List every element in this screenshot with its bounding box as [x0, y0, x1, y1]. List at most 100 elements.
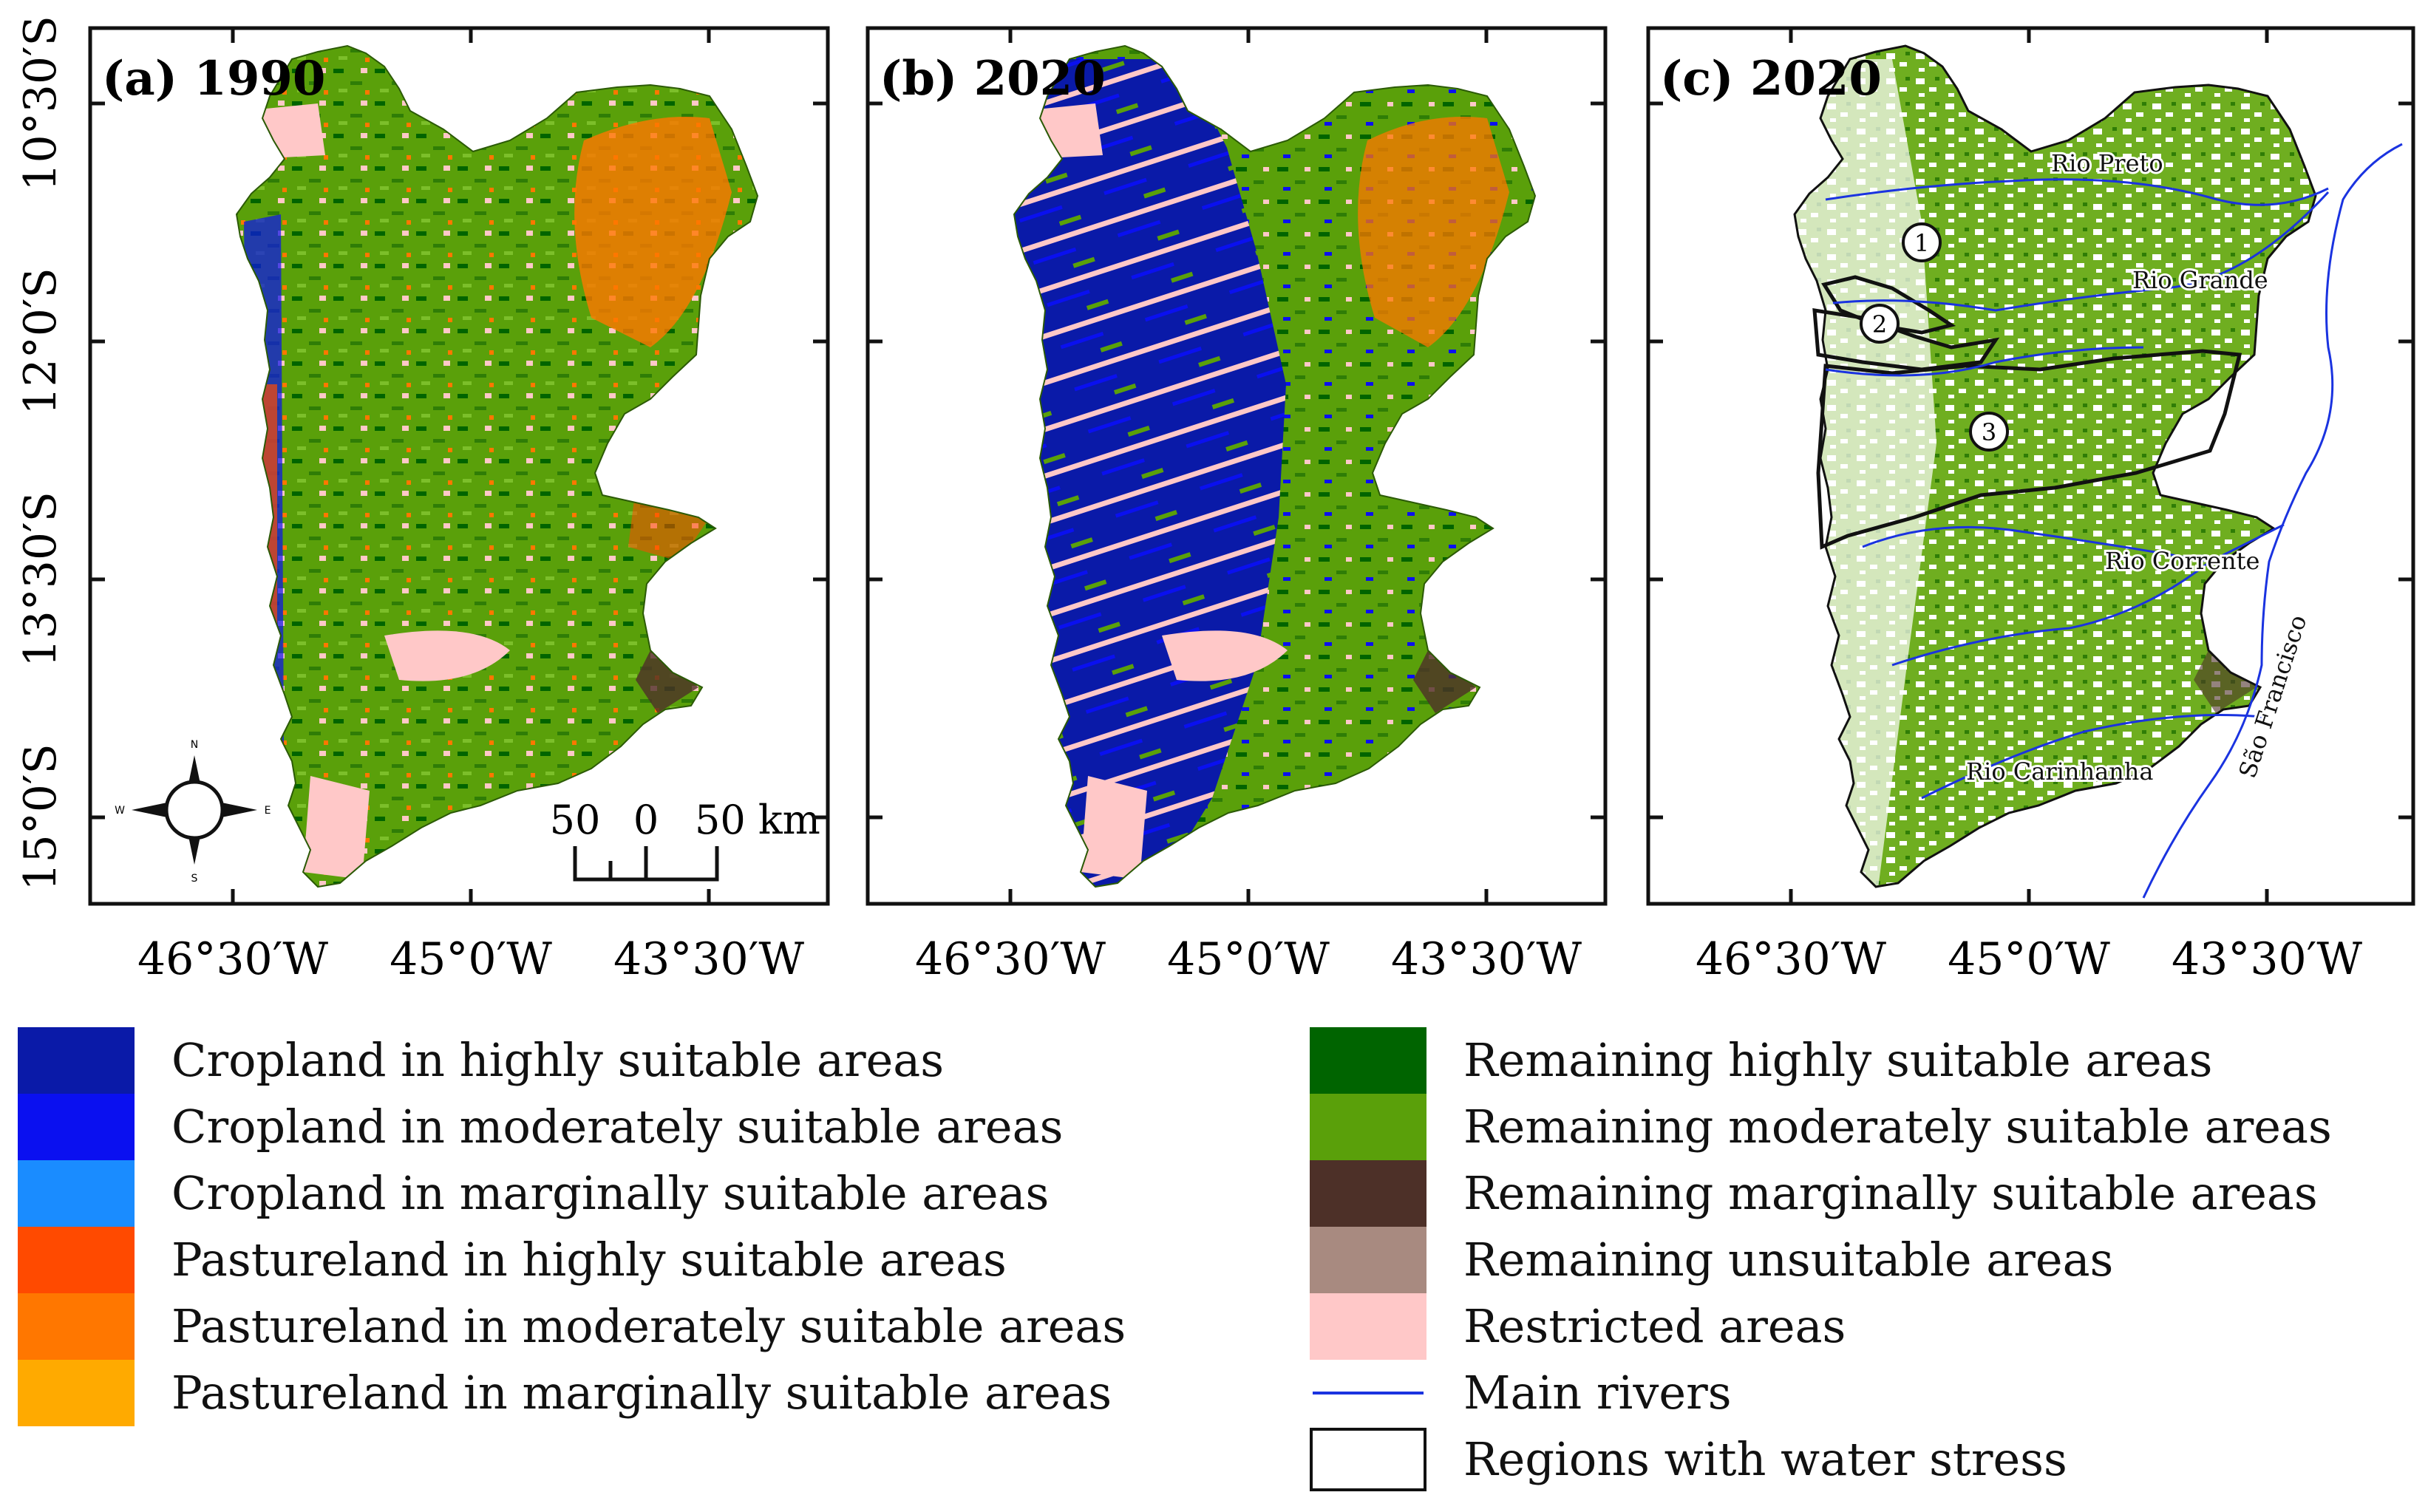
panel-a-lon-labels: 46°30′W 45°0′W 43°30′W [137, 933, 804, 985]
stress-region-2-number: 2 [1872, 310, 1887, 338]
panel-a-pasture-patch [628, 488, 710, 562]
legend-label-past-mod: Pastureland in moderately suitable areas [171, 1299, 1126, 1353]
legend-label-past-high: Pastureland in highly suitable areas [171, 1233, 1007, 1287]
panel-b-map [1013, 45, 1536, 888]
legend-swatch-water-stress [1310, 1428, 1426, 1491]
lat-label-13-30: 13°30′S [15, 491, 67, 667]
legend-item-rem-high: Remaining highly suitable areas [1310, 1027, 2212, 1094]
stress-region-1-number: 1 [1914, 229, 1929, 257]
legend-swatch-past-mod [18, 1293, 135, 1360]
legend-item-crop-high: Cropland in highly suitable areas [18, 1027, 944, 1094]
panel-c-lon-46-30: 46°30′W [1696, 933, 1886, 985]
legend-label-water-stress: Regions with water stress [1463, 1432, 2067, 1486]
river-labels: Rio Preto Rio Grande Rio Corrente Rio Ca… [1964, 147, 2314, 788]
panel-c-marginal-east [2194, 650, 2257, 713]
panel-a-lon-43-30: 43°30′W [613, 933, 804, 985]
label-rio-corrente: Rio Corrente [2105, 547, 2259, 575]
panel-a-restricted-south [303, 776, 370, 879]
panel-b-label: (b) 2020 [880, 51, 1106, 106]
compass-needle-w [132, 803, 167, 817]
main-rivers [1825, 143, 2403, 899]
panel-c-lon-labels: 46°30′W 45°0′W 43°30′W [1696, 933, 2362, 985]
panel-c-lon-45-0: 45°0′W [1948, 933, 2110, 985]
panel-c-ticks [1648, 28, 2413, 904]
lat-axis-labels: 10°30′S 12°0′S 13°30′S 15°0′S [15, 16, 67, 890]
legend-swatch-rem-mod [1310, 1094, 1426, 1160]
legend-swatch-main-rivers [1310, 1360, 1426, 1426]
legend-swatch-crop-marg [18, 1160, 135, 1227]
panel-b-lon-labels: 46°30′W 45°0′W 43°30′W [915, 933, 1582, 985]
panel-a-lon-46-30: 46°30′W [137, 933, 328, 985]
compass-n-label: N [191, 739, 198, 751]
legend-item-crop-marg: Cropland in marginally suitable areas [18, 1160, 1049, 1227]
legend-item-rem-unsuit: Remaining unsuitable areas [1310, 1227, 2113, 1293]
panel-a: (a) 1990 N S W E 50 0 50 km 1 [15, 16, 830, 985]
stress-region-3-number: 3 [1982, 418, 1996, 446]
panel-c-lon-43-30: 43°30′W [2172, 933, 2362, 985]
lat-label-15-0: 15°0′S [15, 743, 67, 890]
legend-label-rem-unsuit: Remaining unsuitable areas [1463, 1233, 2114, 1287]
legend-label-rem-high: Remaining highly suitable areas [1463, 1033, 2213, 1087]
scale-label-50-left: 50 [550, 797, 601, 843]
lat-label-10-30: 10°30′S [15, 16, 67, 191]
river-tributary-corrente-south [1891, 560, 2211, 667]
river-rio-grande [1832, 191, 2330, 312]
legend: Cropland in highly suitable areas Cropla… [0, 1027, 2428, 1508]
stress-region-markers: 1 2 3 [1860, 222, 2009, 452]
panel-a-restricted-middle [384, 630, 510, 681]
legend-label-rem-mod: Remaining moderately suitable areas [1463, 1100, 2332, 1154]
panel-b-lon-45-0: 45°0′W [1167, 933, 1330, 985]
legend-swatch-rem-high [1310, 1027, 1426, 1094]
river-rio-corrente [1862, 523, 2285, 563]
panel-b-restricted-middle [1162, 630, 1288, 681]
compass-circle [164, 780, 225, 840]
panel-b-lon-43-30: 43°30′W [1391, 933, 1582, 985]
river-tributary-grande-south [1825, 346, 2144, 377]
legend-item-rem-mod: Remaining moderately suitable areas [1310, 1094, 2332, 1160]
lat-label-12-0: 12°0′S [15, 268, 67, 415]
scale-label-50-km: 50 km [695, 797, 820, 843]
legend-label-crop-high: Cropland in highly suitable areas [171, 1033, 945, 1087]
legend-item-past-mod: Pastureland in moderately suitable areas [18, 1293, 1126, 1360]
panel-b-pasture-northeast [1358, 117, 1509, 347]
legend-item-water-stress: Regions with water stress [1310, 1426, 2067, 1493]
legend-label-restricted: Restricted areas [1463, 1299, 1846, 1353]
stress-region-3-outline [1816, 349, 2242, 550]
compass-e-label: E [265, 805, 271, 817]
panel-a-lon-45-0: 45°0′W [390, 933, 552, 985]
river-rio-carinhanha [1921, 714, 2262, 800]
legend-label-crop-marg: Cropland in marginally suitable areas [171, 1166, 1050, 1220]
legend-item-crop-mod: Cropland in moderately suitable areas [18, 1094, 1063, 1160]
legend-label-rem-marg: Remaining marginally suitable areas [1463, 1166, 2318, 1220]
legend-swatch-rem-marg [1310, 1160, 1426, 1227]
panel-b-ticks [868, 28, 1605, 904]
scale-bar: 50 0 50 km [550, 797, 820, 882]
legend-swatch-restricted [1310, 1293, 1426, 1360]
panel-a-marginal-east [636, 650, 698, 713]
label-rio-preto: Rio Preto [2051, 149, 2163, 177]
panel-c-label: (c) 2020 [1660, 51, 1882, 106]
river-sao-francisco [2142, 143, 2403, 899]
panel-a-lat-ticks [90, 28, 828, 904]
scale-label-0: 0 [633, 797, 659, 843]
legend-swatch-rem-unsuit [1310, 1227, 1426, 1293]
compass-s-label: S [191, 873, 198, 885]
compass-rose: N S W E [115, 739, 271, 885]
legend-label-past-marg: Pastureland in marginally suitable areas [171, 1366, 1112, 1420]
legend-label-main-rivers: Main rivers [1463, 1366, 1732, 1420]
legend-item-past-marg: Pastureland in marginally suitable areas [18, 1360, 1112, 1426]
legend-item-rem-marg: Remaining marginally suitable areas [1310, 1160, 2318, 1227]
stress-region-3-marker [1969, 412, 2009, 452]
stress-region-2-marker [1860, 304, 1900, 344]
legend-swatch-crop-high [18, 1027, 135, 1094]
panel-a-label: (a) 1990 [102, 51, 325, 106]
compass-w-label: W [115, 805, 125, 817]
panel-b-restricted-south [1081, 776, 1147, 879]
panel-a-pasture-northeast [574, 117, 732, 347]
scale-bar-line [573, 846, 719, 882]
legend-item-main-rivers: Main rivers [1310, 1360, 1732, 1426]
panel-b-lon-46-30: 46°30′W [915, 933, 1106, 985]
stress-region-1-marker [1902, 222, 1942, 262]
label-rio-grande: Rio Grande [2132, 266, 2268, 294]
